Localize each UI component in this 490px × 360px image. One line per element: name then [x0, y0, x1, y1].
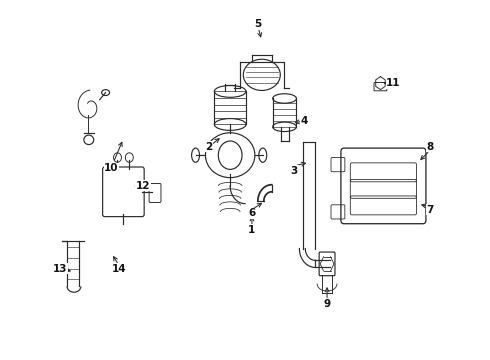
Text: 8: 8	[426, 142, 434, 152]
Text: 2: 2	[205, 142, 212, 152]
Text: 13: 13	[53, 264, 67, 274]
Text: 4: 4	[301, 116, 308, 126]
Text: 10: 10	[104, 163, 119, 173]
Text: 12: 12	[136, 181, 150, 191]
Text: 9: 9	[323, 299, 331, 309]
Text: 7: 7	[426, 204, 434, 215]
Text: 14: 14	[112, 264, 127, 274]
Text: 1: 1	[248, 225, 256, 235]
Text: 3: 3	[291, 166, 298, 176]
Text: 6: 6	[248, 208, 256, 218]
Text: 11: 11	[386, 78, 400, 88]
Text: 5: 5	[254, 19, 262, 29]
